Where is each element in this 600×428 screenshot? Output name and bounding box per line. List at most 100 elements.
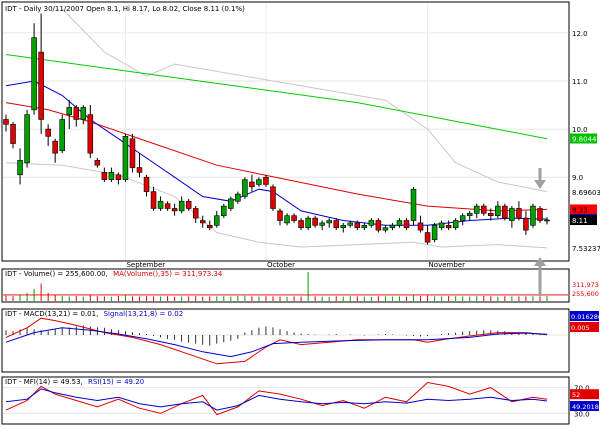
candle xyxy=(354,220,361,231)
signal-line xyxy=(5,327,548,358)
candle xyxy=(466,210,473,221)
candle-body xyxy=(94,160,101,166)
candle xyxy=(417,215,424,233)
candle-body xyxy=(108,172,115,180)
candle-body xyxy=(185,200,192,209)
candle-body xyxy=(452,220,459,229)
candle xyxy=(31,23,37,115)
candle-body xyxy=(312,217,318,226)
candle-body xyxy=(221,205,227,216)
candle-body xyxy=(199,220,206,224)
volume-panel xyxy=(1,268,570,303)
candle xyxy=(544,217,550,225)
oscillator-layer: 70.0 30.0 52 49.2018 xyxy=(3,381,599,418)
candle xyxy=(101,167,108,183)
candle xyxy=(235,191,241,204)
candle-body xyxy=(73,107,80,120)
candle-body xyxy=(228,198,234,209)
candle xyxy=(431,222,438,243)
candle xyxy=(333,218,339,231)
candle xyxy=(537,206,543,223)
candle-body xyxy=(157,200,164,209)
candle-body xyxy=(101,172,108,180)
candle-body xyxy=(256,179,262,185)
candle-body xyxy=(38,51,44,120)
candle xyxy=(171,203,178,216)
candle xyxy=(52,138,58,163)
candle-body xyxy=(473,205,480,214)
candle-body xyxy=(361,225,368,229)
candle xyxy=(66,100,72,130)
price-value-tag: 9.80445 xyxy=(570,133,600,144)
candle-body xyxy=(488,212,494,216)
price-value-tag: 8.69603 xyxy=(570,186,600,197)
volume-legend-ma: MA(Volume(),35) = 311,973.34 xyxy=(113,270,223,278)
candle-body xyxy=(17,160,23,176)
candle-body xyxy=(277,210,283,221)
candle-body xyxy=(319,222,325,226)
oscillator-value-box xyxy=(570,401,599,412)
macd-value-box xyxy=(570,311,599,321)
candle-body xyxy=(192,208,199,219)
candle xyxy=(108,167,115,183)
price-value-tag-box xyxy=(570,242,597,253)
candle xyxy=(326,218,332,228)
candle-body xyxy=(171,208,178,212)
candle-body xyxy=(375,220,382,231)
candle xyxy=(242,177,248,199)
candle xyxy=(452,218,459,231)
macd-value-label: 0.005 xyxy=(571,324,590,332)
candle xyxy=(382,225,389,233)
macd-value-tag: 0.016286 xyxy=(570,311,600,321)
candle-body xyxy=(502,205,508,219)
candle-body xyxy=(129,138,136,168)
candle xyxy=(424,225,431,245)
candle xyxy=(59,114,65,154)
candle-body xyxy=(530,205,536,226)
candle-body xyxy=(143,176,150,192)
price-value-tag-label: 8.69603 xyxy=(572,189,600,197)
candle xyxy=(502,203,508,221)
candle-body xyxy=(80,107,87,120)
down-arrow-icon xyxy=(534,168,546,189)
candle xyxy=(17,148,23,185)
volume-value-label: 255,600 xyxy=(572,290,599,298)
candle-body xyxy=(178,200,185,212)
candle-body xyxy=(410,188,417,221)
candle-body xyxy=(284,215,290,224)
macd-panel xyxy=(1,308,570,373)
candle-body xyxy=(136,167,143,173)
price-title: IDT - Daily 30/11/2007 Open 8.1, Hi 8.17… xyxy=(5,5,245,13)
candle xyxy=(298,218,304,231)
candle xyxy=(438,220,445,231)
candle xyxy=(164,201,171,211)
candle-body xyxy=(368,220,375,226)
candle-body xyxy=(389,225,396,229)
candle xyxy=(291,213,297,223)
candle-body xyxy=(340,225,347,229)
candle-body xyxy=(354,222,361,229)
oscillator-value-label: 49.2018 xyxy=(572,403,599,411)
candle-body xyxy=(481,205,487,214)
candle xyxy=(115,172,122,185)
candle-body xyxy=(445,225,452,229)
candle-body xyxy=(438,222,445,229)
price-value-tag-label: 8.33 xyxy=(572,206,588,214)
candle-body xyxy=(333,220,339,229)
oscillator-value-tag: 52 xyxy=(570,389,599,400)
price-value-tag-box xyxy=(570,133,597,144)
candle xyxy=(530,203,536,228)
candle-body xyxy=(298,220,304,229)
candle-body xyxy=(431,225,438,241)
candle xyxy=(221,203,227,219)
candle xyxy=(459,213,466,226)
mfi-rsi-legend: IDT - MFI(14) = 49.53, RSI(15) = 49.20 xyxy=(5,378,144,386)
candle xyxy=(94,157,101,168)
candle-body xyxy=(3,119,9,125)
candle xyxy=(73,105,80,127)
candle-body xyxy=(87,114,94,154)
candle-body xyxy=(516,208,522,219)
month-label: October xyxy=(267,261,295,269)
